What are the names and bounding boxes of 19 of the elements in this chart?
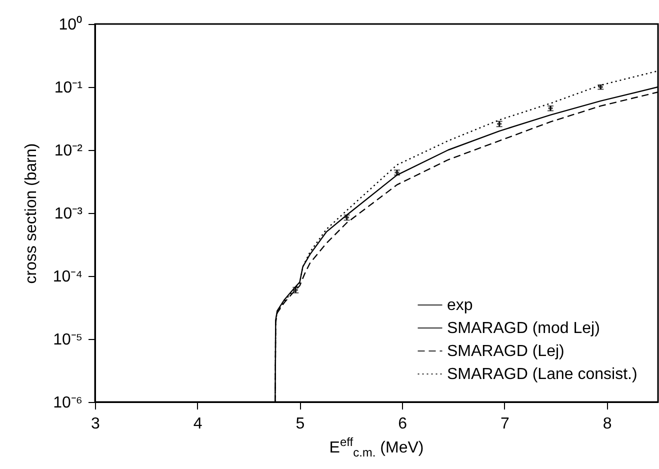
x-tick-label: 3 — [91, 416, 100, 432]
legend-label: SMARAGD (Lane consist.) — [447, 366, 638, 383]
legend-label: SMARAGD (mod Lej) — [447, 320, 600, 337]
legend-label: exp — [447, 297, 473, 314]
x-tick-label: 5 — [296, 416, 305, 432]
y-tick-label: 10⁻² — [54, 142, 84, 160]
x-tick-label: 8 — [602, 416, 612, 432]
legend-label: SMARAGD (Lej) — [447, 343, 564, 360]
y-tick-label: 10⁻⁶ — [53, 394, 82, 412]
y-tick-label: 10⁻³ — [54, 206, 84, 222]
y-tick-label: 10⁻¹ — [54, 80, 82, 96]
x-tick-label: 6 — [398, 416, 408, 432]
y-axis-title: cross section (barn) — [22, 143, 40, 284]
y-tick-label: 10⁻⁵ — [53, 332, 82, 348]
x-axis-title: E$^{eff}$$_{c.m.}$ (MeV) — [328, 435, 425, 460]
x-tick-label: 7 — [500, 416, 510, 432]
x-tick-label: 4 — [193, 416, 202, 432]
y-tick-label: 10⁰ — [58, 16, 82, 34]
y-tick-label: 10⁻⁴ — [52, 268, 83, 286]
